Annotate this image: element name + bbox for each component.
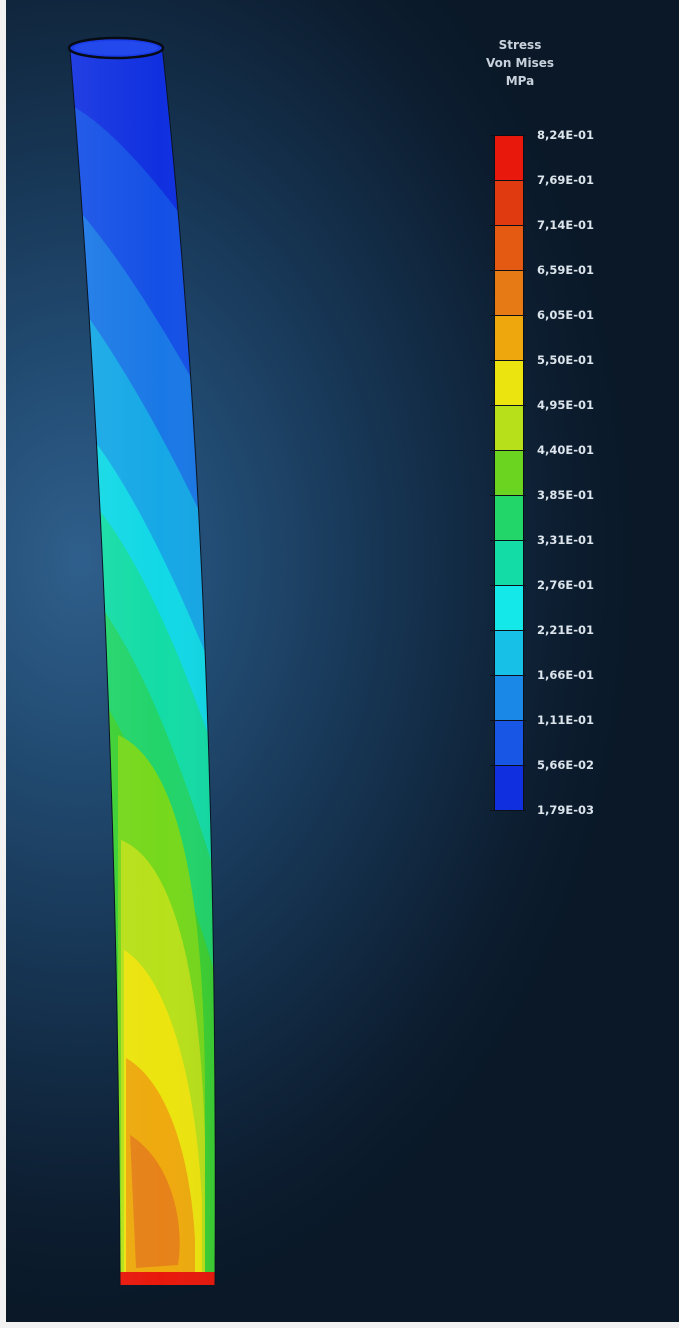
colorbar-tick-line xyxy=(490,765,526,766)
colorbar-band xyxy=(495,225,523,270)
colorbar-band xyxy=(495,180,523,225)
colorbar-band xyxy=(495,315,523,360)
colorbar-tick-line xyxy=(490,630,526,631)
frame-border-bottom xyxy=(0,1322,679,1328)
colorbar-band xyxy=(495,135,523,180)
colorbar-band xyxy=(495,450,523,495)
colorbar-tick-line xyxy=(490,180,526,181)
colorbar-tick-line xyxy=(490,585,526,586)
tube-surface xyxy=(70,45,216,1285)
colorbar-tick-line xyxy=(490,495,526,496)
colorbar-tick-line xyxy=(490,135,526,136)
colorbar-band xyxy=(495,630,523,675)
colorbar-tick-line xyxy=(490,540,526,541)
colorbar-tick-label: 8,24E-01 xyxy=(537,128,595,142)
colorbar-tick-label: 3,31E-01 xyxy=(537,533,595,547)
colorbar-tick-line xyxy=(490,270,526,271)
colorbar-tick-label: 1,79E-03 xyxy=(537,803,595,817)
frame-border-left xyxy=(0,0,6,1328)
colorbar-tick-line xyxy=(490,720,526,721)
colorbar-tick-label: 1,11E-01 xyxy=(537,713,595,727)
colorbar-tick-label: 2,76E-01 xyxy=(537,578,595,592)
colorbar-tick-label: 5,66E-02 xyxy=(537,758,595,772)
colorbar-tick-line xyxy=(490,405,526,406)
colorbar-band xyxy=(495,765,523,810)
colorbar-band xyxy=(495,360,523,405)
colorbar-tick-label: 2,21E-01 xyxy=(537,623,595,637)
legend-title-line: MPa xyxy=(505,74,535,88)
colorbar-band xyxy=(495,270,523,315)
colorbar-tick-label: 3,85E-01 xyxy=(537,488,595,502)
legend-title-line: Stress xyxy=(498,38,542,52)
colorbar-tick-label: 4,40E-01 xyxy=(537,443,595,457)
colorbar-band xyxy=(495,675,523,720)
colorbar-tick-line xyxy=(490,450,526,451)
colorbar-tick-line xyxy=(490,810,526,811)
colorbar-tick-line xyxy=(490,360,526,361)
colorbar-tick-label: 6,59E-01 xyxy=(537,263,595,277)
colorbar-band xyxy=(495,405,523,450)
colorbar-band xyxy=(495,540,523,585)
colorbar-band xyxy=(495,585,523,630)
colorbar-tick-label: 6,05E-01 xyxy=(537,308,595,322)
colorbar-band xyxy=(495,495,523,540)
colorbar-tick-line xyxy=(490,675,526,676)
colorbar-tick-line xyxy=(490,225,526,226)
legend-title-line: Von Mises xyxy=(485,56,555,70)
colorbar-tick-label: 4,95E-01 xyxy=(537,398,595,412)
colorbar-band xyxy=(495,720,523,765)
colorbar-tick-label: 5,50E-01 xyxy=(537,353,595,367)
legend-title: Stress Von Mises MPa xyxy=(460,36,580,90)
colorbar-tick-label: 1,66E-01 xyxy=(537,668,595,682)
colorbar-tick-label: 7,14E-01 xyxy=(537,218,595,232)
colorbar-tick-label: 7,69E-01 xyxy=(537,173,595,187)
stress-colorbar xyxy=(494,135,524,810)
colorbar-tick-line xyxy=(490,315,526,316)
